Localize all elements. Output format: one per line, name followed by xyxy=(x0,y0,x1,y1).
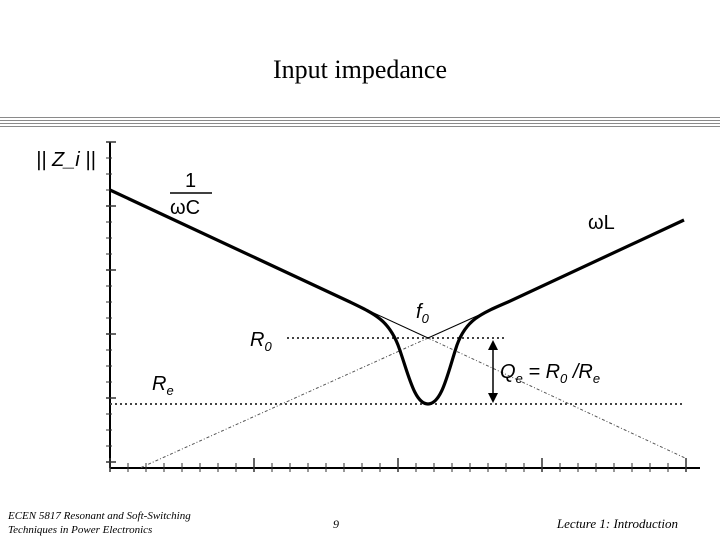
impedance-plot: || Z_i || 1 ωC ωL f0 R0 Re Qe = R0 /Re xyxy=(36,141,700,472)
label-wl: ωL xyxy=(588,212,615,234)
wl-asymptote-extension xyxy=(139,337,429,469)
slide-title: Input impedance xyxy=(273,55,447,84)
footer-course-info: ECEN 5817 Resonant and Soft-Switching Te… xyxy=(8,509,228,537)
label-1-over-wc-denominator: ωC xyxy=(170,197,200,219)
impedance-curve xyxy=(109,188,685,406)
label-re: Re xyxy=(152,373,174,398)
label-f0: f0 xyxy=(416,301,430,326)
qe-arrow-up-head xyxy=(488,340,498,350)
label-1-over-wc-numerator: 1 xyxy=(185,170,196,192)
footer-lecture: Lecture 1: Introduction xyxy=(556,516,678,531)
label-qe-equation: Qe = R0 /Re xyxy=(500,361,600,386)
y-axis-label: || Z_i || xyxy=(36,149,96,171)
y-axis-ticks xyxy=(106,141,116,463)
title-rule xyxy=(0,117,720,129)
wc-asymptote-extension xyxy=(427,337,686,459)
page-number: 9 xyxy=(333,517,339,531)
qe-arrow-down-head xyxy=(488,393,498,403)
label-r0: R0 xyxy=(250,329,272,354)
x-axis-ticks xyxy=(109,458,687,472)
footer-course-line1: ECEN 5817 Resonant and Soft-Switching xyxy=(8,510,191,522)
footer-course-line2: Techniques in Power Electronics xyxy=(8,524,153,536)
